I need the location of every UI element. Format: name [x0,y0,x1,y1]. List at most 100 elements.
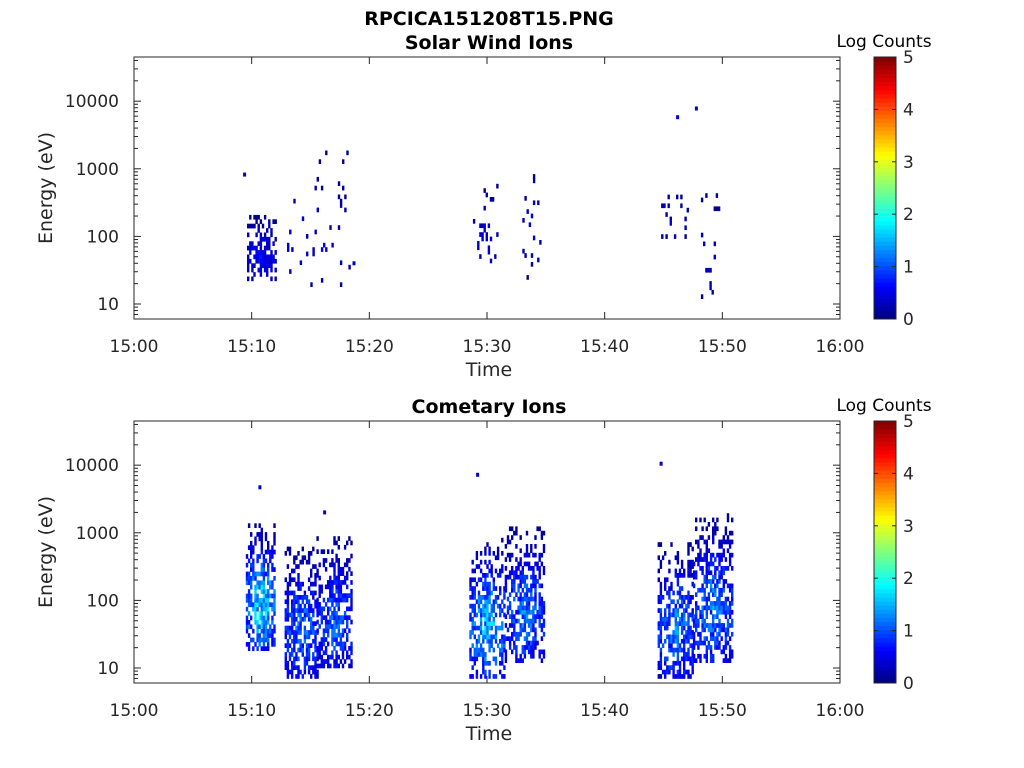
spectrogram-cell [350,641,353,647]
spectrogram-cell [534,614,537,619]
spectrogram-cell [683,656,686,662]
spectrogram-cell [674,625,677,631]
spectrogram-cell [661,595,665,600]
spectrogram-cell [249,258,252,264]
spectrogram-cell [286,638,290,644]
spectrogram-cell [481,223,484,229]
spectrogram-cell [288,634,292,640]
spectrogram-cell [687,616,690,622]
spectrogram-cell [665,212,668,217]
spectrogram-cell [526,209,529,214]
spectrogram-cell [511,609,514,615]
spectrogram-cell [301,643,304,648]
spectrogram-cell [327,628,330,634]
spectrogram-cell [501,634,504,640]
spectrogram-cell [303,612,307,618]
spectrogram-cell [482,608,485,613]
spectrogram-area [243,106,721,299]
spectrogram-cell [256,602,259,608]
spectrogram-cell [259,263,263,268]
spectrogram-cell [251,263,254,268]
spectrogram-cell [670,542,673,547]
spectrogram-cell [320,641,323,647]
spectrogram-cell [270,276,273,282]
spectrogram-cell [689,630,692,635]
spectrogram-cell [473,621,476,626]
spectrogram-cell [256,633,259,638]
spectrogram-cell [469,577,472,583]
spectrogram-cell [664,660,667,666]
spectrogram-cell [492,656,495,662]
spectrogram-cell [699,631,702,637]
spectrogram-cell [532,653,535,659]
spectrogram-cell [346,597,349,603]
spectrogram-cell [513,627,516,633]
spectrogram-cell [264,633,268,638]
y-axis-label: Energy (eV) [35,496,57,608]
spectrogram-cell [490,643,493,648]
spectrogram-cell [691,652,694,657]
colorbar-segment [874,658,896,664]
spectrogram-cell [318,641,321,647]
spectrogram-cell [484,656,487,662]
colorbar-tick-label: 3 [903,153,914,173]
colorbar-segment [874,617,896,623]
spectrogram-cell [486,638,489,644]
spectrogram-cell [678,603,682,609]
spectrogram-cell [508,552,512,558]
spectrogram-cell [657,555,660,561]
spectrogram-cell [705,601,708,606]
spectrogram-cell [350,650,353,656]
spectrogram-cell [703,653,706,659]
spectrogram-cell [716,552,719,558]
spectrogram-cell [258,637,261,643]
spectrogram-cell [329,615,332,620]
spectrogram-cell [492,674,495,679]
spectrogram-cell [320,185,324,191]
spectrogram-cell [299,581,302,587]
spectrogram-cell [687,546,690,552]
spectrogram-cell [271,584,274,590]
spectrogram-cell [523,574,527,580]
spectrogram-cell [530,640,533,646]
spectrogram-cell [269,624,272,630]
spectrogram-cell [250,532,253,537]
spectrogram-cell [318,584,321,590]
spectrogram-cell [691,669,694,675]
spectrogram-cell [676,612,680,618]
spectrogram-cell [488,559,491,565]
spectrogram-cell [519,609,522,615]
spectrogram-cell [297,595,300,600]
spectrogram-cell [540,627,544,633]
spectrogram-cell [496,603,500,609]
spectrogram-cell [312,669,315,675]
spectrogram-cell [471,656,474,662]
spectrogram-cell [269,580,272,586]
colorbar-tick-label: 5 [903,48,914,68]
spectrogram-cell [255,250,258,255]
spectrogram-cell [307,643,311,648]
spectrogram-cell [479,559,483,565]
spectrogram-cell [264,611,268,616]
spectrogram-cell [284,608,287,613]
spectrogram-cell [496,546,500,552]
data-point [659,461,663,466]
spectrogram-cell [680,603,684,609]
spectrogram-cell [350,540,353,546]
spectrogram-cell [534,596,537,602]
spectrogram-cell [264,593,268,599]
colorbar-segment [874,241,896,246]
spectrogram-cell [247,589,251,594]
spectrogram-cell [488,612,491,618]
spectrogram-cell [513,579,516,584]
spectrogram-cell [266,258,269,264]
spectrogram-cell [724,627,728,633]
spectrogram-cell [337,593,340,598]
spectrogram-cell [691,595,694,600]
spectrogram-cell [346,650,349,656]
spectrogram-cell [301,559,304,565]
spectrogram-cell [471,625,474,631]
spectrogram-cell [705,579,708,584]
spectrogram-cell [542,570,546,576]
spectrogram-cell [532,618,535,624]
